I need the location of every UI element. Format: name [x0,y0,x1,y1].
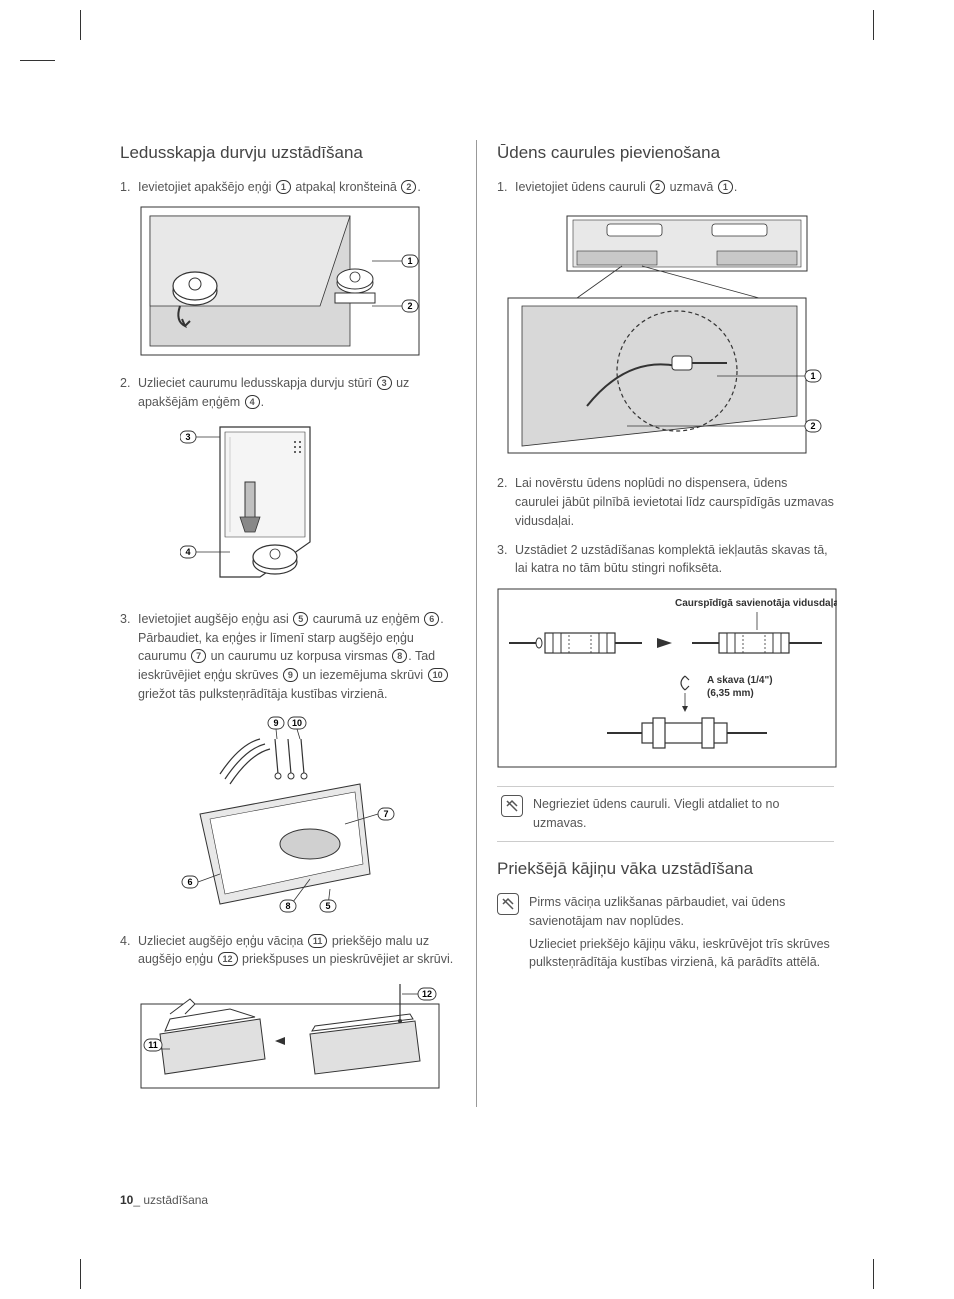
fig-callout-8: 8 [285,901,290,911]
callout-2: 2 [401,180,416,194]
fig-callout-4: 4 [185,547,190,557]
fig-callout-7: 7 [383,809,388,819]
right-steps-list: 1. Ievietojiet ūdens cauruli 2 uzmavā 1. [497,178,834,197]
step-4: 4. Uzlieciet augšējo eņģu vāciņa 11 prie… [120,932,456,970]
fig-callout-2: 2 [407,301,412,311]
fig-callout-r2: 2 [810,421,815,431]
figure-hinge-cover: 11 12 [140,979,456,1089]
note-icon [497,893,519,915]
step-r2: 2. Lai novērstu ūdens noplūdi no dispens… [497,474,834,530]
crop-mark [80,1259,81,1289]
callout-11: 11 [308,934,328,948]
fig-callout-9: 9 [273,718,278,728]
callout-7: 7 [191,649,206,663]
crop-mark [873,1259,874,1289]
figure-hinge-bottom: 1 2 [140,206,456,356]
left-steps-list: 1. Ievietojiet apakšējo eņģi 1 atpakaļ k… [120,178,456,197]
note-text-a: Pirms vāciņa uzlikšanas pārbaudiet, vai … [529,893,834,931]
diagram-label-2a: A skava (1/4") [707,675,773,686]
step-text: Uzlieciet augšējo eņģu vāciņa 11 priekšē… [138,932,456,970]
note-text: Negrieziet ūdens cauruli. Viegli atdalie… [533,795,830,833]
two-column-layout: Ledusskapja durvju uzstādīšana 1. Ieviet… [60,140,894,1107]
callout-r1: 1 [718,180,733,194]
step-number: 3. [120,610,138,704]
figure-clamp-diagram: Caurspīdīgā savienotāja vidusdaļa [497,588,834,768]
note-text-b: Uzlieciet priekšējo kājiņu vāku, ieskrūv… [529,935,834,973]
step-number: 1. [120,178,138,197]
step-number: 4. [120,932,138,970]
step-1: 1. Ievietojiet apakšējo eņģi 1 atpakaļ k… [120,178,456,197]
fig-callout-11: 11 [148,1040,158,1050]
note-text-wrap: Pirms vāciņa uzlikšanas pārbaudiet, vai … [529,893,834,972]
heading-leg-cover: Priekšējā kājiņu vāka uzstādīšana [497,856,834,882]
step-number: 2. [497,474,515,530]
note-leg-cover: Pirms vāciņa uzlikšanas pārbaudiet, vai … [497,893,834,972]
step-r1: 1. Ievietojiet ūdens cauruli 2 uzmavā 1. [497,178,834,197]
step-text: Uzlieciet caurumu ledusskapja durvju stū… [138,374,456,412]
callout-10: 10 [428,668,448,682]
step-text: Ievietojiet augšējo eņģu asi 5 caurumā u… [138,610,456,704]
callout-8: 8 [392,649,407,663]
note-icon [501,795,523,817]
fig-callout-12: 12 [422,989,432,999]
step-text: Ievietojiet apakšējo eņģi 1 atpakaļ kron… [138,178,456,197]
callout-9: 9 [283,668,298,682]
figure-top-hinge: 9 10 7 8 5 6 [160,714,456,914]
left-column: Ledusskapja durvju uzstādīšana 1. Ieviet… [60,140,477,1107]
callout-5: 5 [293,612,308,626]
heading-water-line: Ūdens caurules pievienošana [497,140,834,166]
section-name: uzstādīšana [143,1193,208,1207]
figure-water-line: 1 2 [507,206,834,456]
step-text: Lai novērstu ūdens noplūdi no dispensera… [515,474,834,530]
diagram-label-2b: (6,35 mm) [707,688,754,699]
right-steps-list-2: 2. Lai novērstu ūdens noplūdi no dispens… [497,474,834,578]
step-text: Uzstādiet 2 uzstādīšanas komplektā iekļa… [515,541,834,579]
callout-12: 12 [218,952,238,966]
step-number: 1. [497,178,515,197]
crop-mark [20,60,55,61]
right-column: Ūdens caurules pievienošana 1. Ievietoji… [477,140,894,1107]
page-footer: 10_ uzstādīšana [120,1191,208,1209]
step-number: 3. [497,541,515,579]
fig-callout-r1: 1 [810,371,815,381]
fig-callout-3: 3 [185,432,190,442]
callout-r2: 2 [650,180,665,194]
fig-callout-1: 1 [407,256,412,266]
step-r3: 3. Uzstādiet 2 uzstādīšanas komplektā ie… [497,541,834,579]
callout-6: 6 [424,612,439,626]
page-number: 10 [120,1193,133,1207]
left-steps-list-3: 3. Ievietojiet augšējo eņģu asi 5 caurum… [120,610,456,704]
left-steps-list-2: 2. Uzlieciet caurumu ledusskapja durvju … [120,374,456,412]
heading-door-install: Ledusskapja durvju uzstādīšana [120,140,456,166]
fig-callout-6: 6 [187,877,192,887]
step-2: 2. Uzlieciet caurumu ledusskapja durvju … [120,374,456,412]
crop-mark [80,10,81,40]
diagram-label-1: Caurspīdīgā savienotāja vidusdaļa [675,598,837,609]
callout-1: 1 [276,180,291,194]
note-do-not-turn: Negrieziet ūdens cauruli. Viegli atdalie… [497,786,834,842]
step-3: 3. Ievietojiet augšējo eņģu asi 5 caurum… [120,610,456,704]
left-steps-list-4: 4. Uzlieciet augšējo eņģu vāciņa 11 prie… [120,932,456,970]
figure-door-corner: 3 4 [180,422,456,592]
step-number: 2. [120,374,138,412]
fig-callout-10: 10 [292,718,302,728]
crop-mark [873,10,874,40]
step-text: Ievietojiet ūdens cauruli 2 uzmavā 1. [515,178,834,197]
callout-3: 3 [377,376,392,390]
fig-callout-5: 5 [325,901,330,911]
callout-4: 4 [245,395,260,409]
